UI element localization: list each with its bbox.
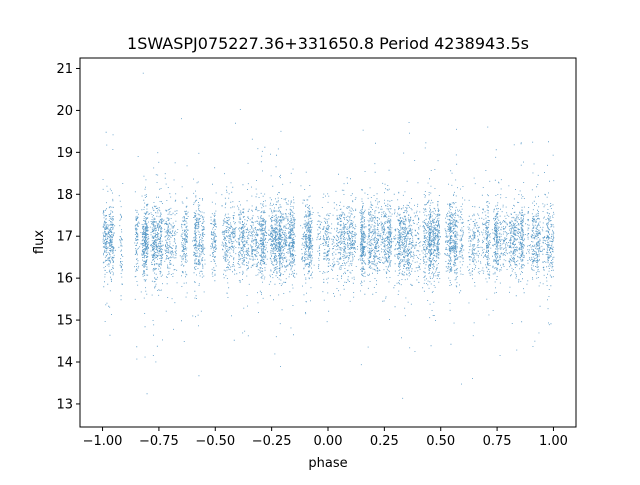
- x-tick-label: 0.25: [370, 434, 399, 449]
- plot-frame: [79, 57, 577, 428]
- y-tick-label: 14: [56, 356, 73, 371]
- y-axis-label: flux: [32, 230, 47, 254]
- chart-title: 1SWASPJ075227.36+331650.8 Period 4238943…: [127, 34, 529, 53]
- x-tick-label: −0.25: [252, 434, 292, 449]
- y-tick-label: 17: [56, 230, 73, 245]
- x-axis-ticks: −1.00 −0.75 −0.50 −0.25 0.00 0.25 0.50 0.75 1.00: [83, 427, 568, 449]
- y-axis-ticks: 13 14 15 16 17 18 19 20 21: [56, 62, 80, 412]
- x-tick-label: −0.50: [195, 434, 235, 449]
- y-tick-label: 15: [56, 314, 73, 329]
- x-tick-label: 0.00: [314, 434, 343, 449]
- y-tick-label: 19: [56, 146, 73, 161]
- y-tick-label: 20: [56, 104, 73, 119]
- y-tick-label: 13: [56, 397, 73, 412]
- x-tick-label: 0.50: [426, 434, 455, 449]
- y-tick-label: 16: [56, 272, 73, 287]
- x-tick-label: −0.75: [139, 434, 179, 449]
- x-axis-label: phase: [308, 456, 347, 471]
- x-tick-label: 1.00: [539, 434, 568, 449]
- y-tick-label: 18: [56, 188, 73, 203]
- x-tick-label: −1.00: [83, 434, 123, 449]
- y-tick-label: 21: [56, 62, 73, 77]
- x-tick-label: 0.75: [483, 434, 512, 449]
